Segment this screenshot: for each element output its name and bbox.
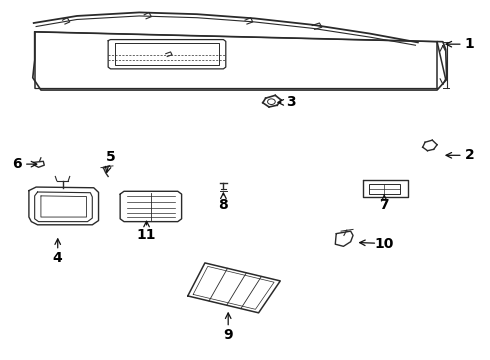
Text: 4: 4 — [53, 251, 63, 265]
Text: 8: 8 — [219, 198, 228, 212]
Text: 10: 10 — [374, 237, 394, 251]
Text: 7: 7 — [379, 198, 389, 212]
Text: 9: 9 — [223, 328, 233, 342]
Text: 1: 1 — [465, 37, 475, 51]
Bar — [369, 184, 400, 194]
Text: 11: 11 — [137, 228, 156, 242]
Text: 3: 3 — [286, 95, 295, 109]
Text: 6: 6 — [12, 157, 22, 171]
Text: 5: 5 — [106, 150, 116, 164]
Text: 2: 2 — [465, 148, 475, 162]
